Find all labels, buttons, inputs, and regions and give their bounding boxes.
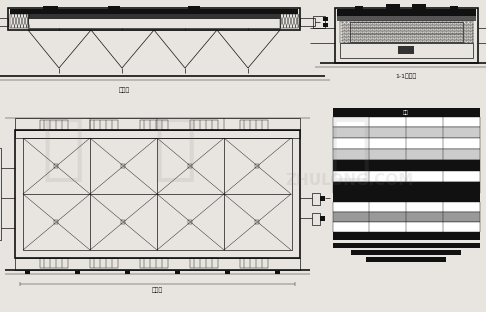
Bar: [121, 164, 125, 168]
Bar: [23, 138, 292, 250]
Bar: [125, 271, 130, 274]
Bar: [450, 6, 458, 10]
Bar: [43, 6, 58, 11]
Bar: [40, 258, 68, 268]
Bar: [333, 138, 480, 149]
Bar: [40, 120, 68, 130]
Text: 籠: 籠: [153, 115, 197, 184]
Bar: [323, 23, 328, 27]
Bar: [0, 148, 1, 240]
Bar: [386, 4, 400, 9]
Bar: [15, 130, 300, 258]
Bar: [412, 4, 426, 9]
Bar: [333, 171, 480, 182]
Bar: [10, 9, 298, 14]
Bar: [190, 258, 218, 268]
Text: 1-1剑面图: 1-1剑面图: [396, 73, 417, 79]
Bar: [10, 14, 28, 28]
Bar: [28, 14, 280, 19]
Bar: [280, 14, 298, 28]
Bar: [188, 6, 200, 11]
Bar: [333, 117, 480, 127]
Bar: [333, 202, 480, 212]
Bar: [121, 220, 125, 224]
Bar: [312, 213, 320, 225]
Bar: [333, 182, 480, 193]
Bar: [337, 9, 476, 16]
Bar: [140, 120, 168, 130]
Bar: [333, 243, 480, 248]
Bar: [28, 14, 280, 28]
Bar: [351, 250, 461, 255]
Bar: [398, 46, 414, 54]
Bar: [8, 8, 300, 30]
Text: 说明: 说明: [403, 110, 409, 115]
Bar: [54, 164, 58, 168]
Text: 筑: 筑: [41, 115, 85, 184]
Bar: [15, 118, 300, 130]
Bar: [333, 193, 480, 202]
Bar: [255, 164, 259, 168]
Bar: [54, 220, 58, 224]
Bar: [275, 271, 280, 274]
Bar: [240, 258, 268, 268]
Bar: [188, 164, 192, 168]
Bar: [240, 120, 268, 130]
Bar: [190, 120, 218, 130]
Bar: [333, 127, 480, 138]
Bar: [340, 21, 473, 43]
Bar: [337, 16, 476, 21]
Bar: [175, 271, 180, 274]
Text: 平面图: 平面图: [151, 287, 163, 293]
Bar: [313, 16, 325, 28]
Bar: [335, 8, 478, 63]
Bar: [225, 271, 230, 274]
Bar: [255, 220, 259, 224]
Bar: [355, 6, 363, 10]
Bar: [340, 43, 473, 58]
Bar: [320, 196, 325, 201]
Bar: [312, 193, 320, 205]
Bar: [366, 257, 446, 262]
Text: 網: 網: [328, 115, 372, 184]
Bar: [90, 258, 118, 268]
Bar: [333, 160, 480, 171]
Bar: [323, 17, 328, 21]
Bar: [333, 212, 480, 222]
Text: 立面图: 立面图: [119, 87, 130, 93]
Bar: [333, 222, 480, 232]
Bar: [188, 220, 192, 224]
Bar: [75, 271, 80, 274]
Bar: [320, 216, 325, 221]
Bar: [108, 6, 120, 11]
Bar: [333, 149, 480, 160]
Bar: [25, 271, 30, 274]
Bar: [333, 232, 480, 240]
Bar: [90, 120, 118, 130]
Bar: [0, 18, 8, 26]
Bar: [140, 258, 168, 268]
Text: ZHULONG.COM: ZHULONG.COM: [286, 173, 414, 188]
Bar: [15, 258, 300, 270]
Bar: [350, 22, 463, 42]
Bar: [15, 130, 300, 138]
Bar: [300, 18, 315, 26]
Bar: [333, 108, 480, 117]
